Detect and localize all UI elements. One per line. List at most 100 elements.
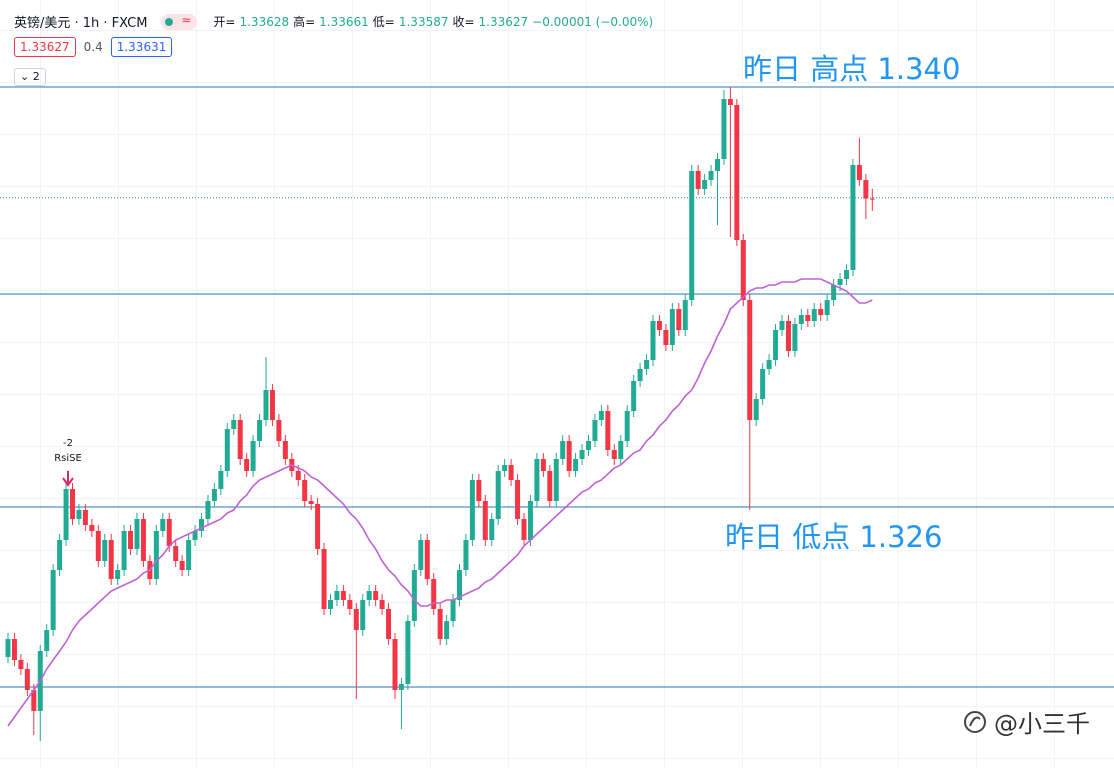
candle-body — [224, 429, 230, 471]
candle-body — [95, 531, 101, 561]
candle-body — [199, 519, 204, 531]
candle-body — [398, 684, 404, 690]
candle-body — [121, 531, 127, 570]
change: −0.00001 (−0.00%) — [532, 14, 654, 29]
toggle[interactable] — [161, 13, 198, 30]
candle-body — [186, 540, 192, 570]
candle-body — [798, 315, 804, 324]
candle-body — [31, 690, 37, 711]
candle-body — [869, 198, 875, 200]
candle-body — [592, 420, 598, 441]
signal-qty: -2 — [63, 438, 73, 449]
candle-body — [837, 279, 843, 285]
candle-body — [463, 540, 469, 570]
candle-body — [818, 309, 824, 315]
candle-body — [353, 609, 359, 630]
fold-count: 2 — [32, 70, 40, 83]
close-label: 收= — [452, 15, 475, 29]
symbol[interactable]: 英镑/美元 · 1h · FXCM — [14, 16, 148, 31]
candle-body — [560, 441, 566, 459]
candle-body — [863, 180, 869, 199]
watermark: @小三千 — [962, 704, 1090, 739]
candle-body — [450, 600, 456, 621]
candle-body — [702, 180, 708, 189]
candle-body — [779, 321, 785, 330]
candle-body — [392, 639, 398, 690]
candle-body — [547, 471, 553, 501]
annotation-label: 昨日 低点 1.326 — [725, 520, 942, 554]
candle-body — [753, 399, 759, 420]
candle-body — [82, 510, 88, 525]
signal-arrow — [62, 471, 74, 487]
moving-average — [7, 278, 873, 727]
candle-body — [63, 489, 69, 540]
candle-body — [831, 285, 837, 300]
candle-body — [476, 480, 482, 501]
candle-body — [89, 525, 95, 531]
candle-body — [611, 450, 617, 459]
candle-body — [70, 489, 75, 519]
candle-body — [566, 441, 572, 471]
candle-body — [495, 471, 501, 519]
candle-body — [715, 159, 720, 171]
candle-body — [128, 531, 134, 549]
candle-body — [360, 600, 366, 630]
candle-body — [618, 441, 624, 459]
candle-body — [205, 501, 211, 519]
candle-body — [676, 309, 682, 330]
candle-body — [521, 519, 527, 540]
candle-body — [515, 480, 521, 519]
candle-body — [747, 300, 753, 420]
close-value: 1.33627 — [478, 14, 529, 29]
candle-body — [173, 546, 179, 561]
candle-body — [315, 504, 321, 549]
candle-body — [44, 630, 50, 651]
candle-body — [773, 330, 779, 360]
candle-body — [366, 591, 372, 600]
bid[interactable]: 1.33627 — [14, 37, 76, 57]
candle-body — [134, 519, 140, 549]
signal-name: RsiSE — [54, 453, 82, 464]
spread: 0.4 — [83, 40, 103, 54]
candle-body — [708, 171, 714, 180]
candle-body — [379, 600, 385, 609]
watermark-icon — [964, 710, 986, 733]
candle-body — [805, 315, 811, 321]
low-label: 低= — [372, 15, 395, 29]
ask[interactable]: 1.33631 — [110, 37, 173, 57]
candle-body — [482, 501, 488, 540]
annotation-label: 昨日 高点 1.340 — [743, 52, 960, 86]
candle-body — [308, 501, 314, 504]
candle-body — [656, 321, 662, 330]
candle-body — [650, 321, 656, 360]
candle-body — [727, 99, 733, 105]
candle-body — [140, 519, 146, 561]
chevron: ⌄ — [20, 70, 33, 83]
candle-body — [669, 309, 675, 345]
candle-body — [102, 540, 108, 561]
candle-body — [695, 171, 701, 189]
candle-body — [179, 561, 185, 570]
candle-body — [340, 591, 346, 600]
candle-body — [237, 420, 243, 459]
candle-body — [437, 609, 443, 639]
candle-body — [598, 411, 604, 420]
candle-body — [328, 600, 333, 609]
candle-body — [766, 360, 772, 369]
high-label: 高= — [293, 15, 316, 29]
fold-button[interactable]: ⌄ 2 — [14, 68, 46, 86]
candle-body — [534, 459, 540, 501]
candle-body — [418, 540, 424, 570]
candle-body — [682, 300, 688, 330]
candle-body — [24, 669, 30, 690]
candle-body — [108, 540, 114, 579]
candle-body — [624, 411, 630, 441]
candle-body — [734, 105, 740, 240]
candle-body — [269, 390, 275, 420]
candle-body — [50, 570, 56, 630]
candle-body — [57, 540, 63, 570]
candle-body — [489, 519, 495, 540]
candle-body — [166, 519, 172, 546]
candle-body — [760, 369, 766, 399]
